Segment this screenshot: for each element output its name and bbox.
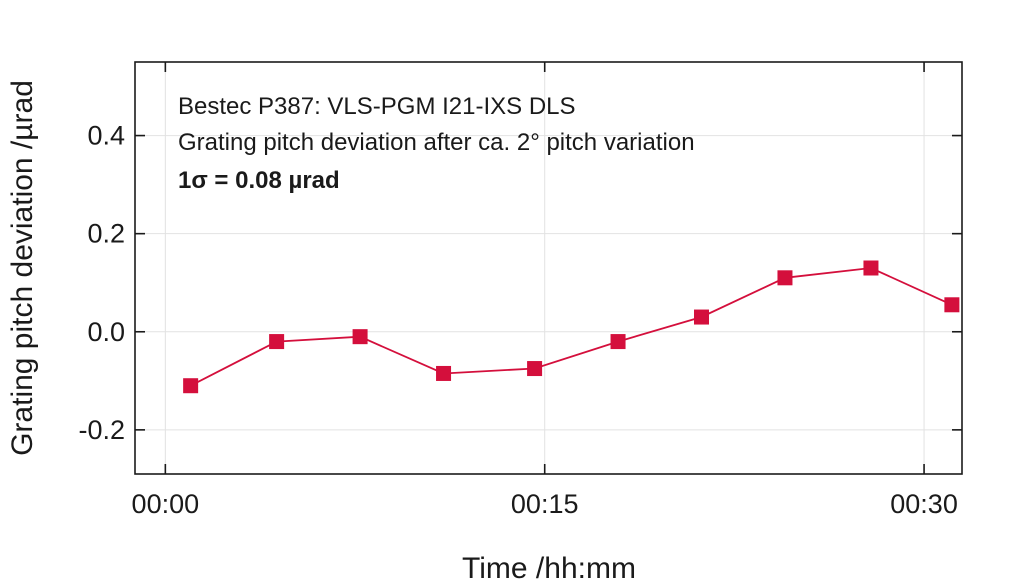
x-tick-label: 00:15	[511, 489, 579, 519]
y-tick-label: -0.2	[78, 415, 125, 445]
data-point-marker	[183, 378, 199, 394]
y-tick-label: 0.0	[87, 317, 125, 347]
x-tick-label: 00:30	[890, 489, 958, 519]
data-point-marker	[527, 361, 543, 377]
data-point-marker	[269, 334, 285, 350]
annotation-line-2: Grating pitch deviation after ca. 2° pit…	[178, 129, 695, 156]
y-tick-label: 0.4	[87, 121, 125, 151]
plot-frame	[134, 61, 963, 475]
grid-layer	[135, 62, 962, 474]
data-point-marker	[436, 365, 452, 381]
data-point-marker	[777, 270, 793, 286]
series-line	[190, 267, 953, 387]
data-point-marker	[944, 297, 960, 313]
y-axis-title: Grating pitch deviation /µrad	[6, 80, 39, 456]
x-tick-label: 00:00	[132, 489, 200, 519]
series-layer	[183, 260, 960, 394]
y-tick-label: 0.2	[87, 219, 125, 249]
x-axis-title: Time /hh:mm	[462, 552, 636, 585]
tick-layer: -0.2 0.0 0.2 0.4 00:00 00:15 00:30	[78, 62, 962, 519]
data-point-marker	[610, 334, 626, 350]
annotation-line-1: Bestec P387: VLS-PGM I21-IXS DLS	[178, 93, 576, 120]
annotation-line-3: 1σ = 0.08 µrad	[178, 167, 340, 194]
data-point-marker	[352, 329, 368, 345]
data-point-marker	[863, 260, 879, 276]
data-point-marker	[694, 309, 710, 325]
